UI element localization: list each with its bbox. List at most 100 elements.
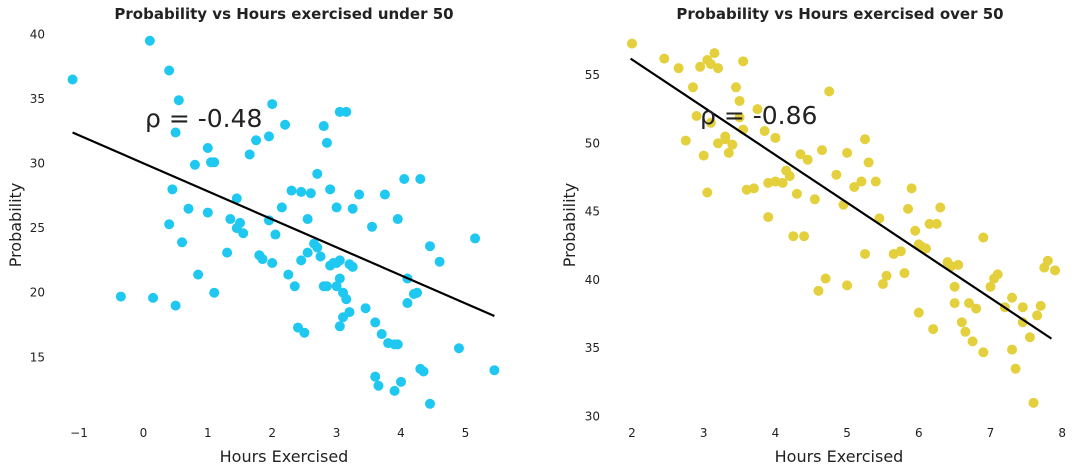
x-tick-label: 4 [772, 426, 780, 440]
y-tick-label: 30 [30, 157, 45, 171]
data-point [418, 366, 429, 377]
data-point [453, 343, 464, 354]
data-point [831, 169, 842, 180]
data-point [770, 132, 781, 143]
data-point [1035, 300, 1046, 311]
data-point [992, 269, 1003, 280]
data-point [341, 294, 352, 305]
data-point [280, 119, 291, 130]
data-point [183, 203, 194, 214]
data-point [299, 327, 310, 338]
data-point [302, 247, 313, 258]
data-point [276, 202, 287, 213]
x-ticks: −1 0 1 2 3 4 5 [70, 426, 469, 440]
y-tick-label: 55 [585, 68, 600, 82]
data-point [331, 257, 342, 268]
data-point [302, 214, 313, 225]
data-point [870, 176, 881, 187]
data-point [935, 202, 946, 213]
data-point [881, 270, 892, 281]
data-point [781, 165, 792, 176]
data-point [877, 278, 888, 289]
data-point [1050, 265, 1061, 276]
data-point [730, 82, 741, 93]
data-point [115, 291, 126, 302]
x-tick-label: 5 [843, 426, 851, 440]
data-point [1032, 310, 1043, 321]
y-tick-label: 40 [30, 27, 45, 41]
data-point [791, 188, 802, 199]
data-point [347, 203, 358, 214]
data-point [312, 242, 323, 253]
data-point [325, 184, 336, 195]
data-point [691, 110, 702, 121]
data-point [360, 303, 371, 314]
data-point [752, 104, 763, 115]
data-point [318, 121, 329, 132]
data-point [928, 324, 939, 335]
data-point [202, 207, 213, 218]
data-point [824, 86, 835, 97]
data-point [379, 189, 390, 200]
data-point [296, 255, 307, 266]
data-point [777, 177, 788, 188]
x-tick-label: 5 [462, 426, 470, 440]
data-point [173, 95, 184, 106]
data-point [856, 176, 867, 187]
data-point [723, 147, 734, 158]
data-point [748, 183, 759, 194]
x-axis-label: Hours Exercised [775, 447, 904, 466]
data-point [809, 194, 820, 205]
x-tick-label: 6 [915, 426, 923, 440]
chart-over-50: Probability vs Hours exercised over 50 2… [560, 5, 1066, 466]
x-axis-label: Hours Exercised [220, 447, 349, 466]
data-point [231, 223, 242, 234]
data-point [687, 82, 698, 93]
data-point [920, 243, 931, 254]
data-point [906, 183, 917, 194]
data-point [971, 303, 982, 314]
y-tick-label: 25 [30, 221, 45, 235]
data-point [286, 185, 297, 196]
data-point [842, 147, 853, 158]
data-point [354, 189, 365, 200]
data-point [899, 268, 910, 279]
data-point [209, 287, 220, 298]
data-point [924, 218, 935, 229]
data-point [738, 56, 749, 67]
data-point [759, 126, 770, 137]
y-tick-label: 30 [585, 410, 600, 424]
data-point [489, 365, 500, 376]
data-point [967, 336, 978, 347]
data-point [67, 74, 78, 85]
data-point [1028, 397, 1039, 408]
y-tick-label: 50 [585, 136, 600, 150]
data-point [331, 202, 342, 213]
data-point [376, 329, 387, 340]
data-point [910, 225, 921, 236]
data-point [334, 273, 345, 284]
data-point [222, 247, 233, 258]
data-point [903, 203, 914, 214]
data-point [396, 376, 406, 387]
data-point [341, 106, 352, 117]
data-point [705, 117, 716, 128]
y-axis-label: Probability [6, 183, 25, 268]
data-point [399, 174, 410, 185]
data-point [1017, 317, 1028, 328]
data-point [170, 127, 181, 138]
data-point [709, 48, 720, 59]
data-point [695, 61, 706, 72]
data-point [373, 380, 384, 391]
data-point [177, 237, 188, 248]
data-point [389, 385, 400, 396]
data-point [321, 137, 332, 148]
data-point [680, 135, 691, 146]
data-point [170, 300, 181, 311]
data-point [392, 214, 403, 225]
data-point [321, 281, 332, 292]
data-point [849, 182, 860, 193]
data-point [370, 317, 381, 328]
correlation-label: ρ = -0.48 [145, 104, 262, 133]
